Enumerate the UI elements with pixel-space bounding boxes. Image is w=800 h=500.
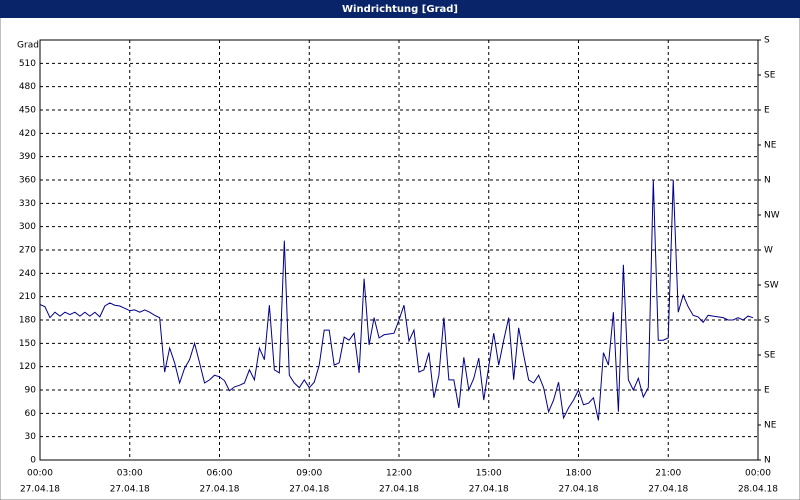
y-tick-label: 480 — [19, 82, 36, 92]
x-tick-label: 15:00 — [476, 469, 502, 479]
y-tick-label: 0 — [30, 456, 36, 466]
x-tick-label: 06:00 — [207, 469, 233, 479]
y2-tick-label: NW — [764, 211, 780, 221]
y-tick-label: 120 — [19, 362, 36, 372]
x-tick-date: 27.04.18 — [558, 485, 598, 495]
y-tick-label: 330 — [19, 199, 36, 209]
y2-tick-label: E — [764, 386, 770, 396]
y-tick-label: 180 — [19, 316, 36, 326]
x-tick-date: 27.04.18 — [289, 485, 329, 495]
y-tick-label: 510 — [19, 59, 36, 69]
y2-tick-label: NE — [764, 421, 777, 431]
x-tick-label: 00:00 — [745, 469, 771, 479]
x-tick-date: 28.04.18 — [738, 485, 778, 495]
x-tick-date: 27.04.18 — [379, 485, 419, 495]
data-line — [39, 179, 754, 421]
x-tick-label: 09:00 — [296, 469, 322, 479]
y-axis-label: Grad — [17, 41, 39, 51]
x-tick-label: 00:00 — [27, 469, 53, 479]
y2-tick-label: SE — [764, 351, 776, 361]
y-tick-label: 90 — [25, 386, 37, 396]
x-tick-label: 03:00 — [117, 469, 143, 479]
x-tick-date: 27.04.18 — [648, 485, 688, 495]
x-tick-label: 21:00 — [655, 469, 681, 479]
x-tick-date: 27.04.18 — [20, 485, 60, 495]
y2-tick-label: N — [764, 456, 771, 466]
y2-tick-label: SE — [764, 71, 776, 81]
title-bar — [0, 0, 800, 18]
y2-tick-label: S — [764, 316, 770, 326]
y2-tick-label: NE — [764, 141, 777, 151]
y-tick-label: 150 — [19, 339, 36, 349]
y-tick-label: 450 — [19, 106, 36, 116]
x-tick-date: 27.04.18 — [199, 485, 239, 495]
y-tick-label: 210 — [19, 292, 36, 302]
y2-tick-label: S — [764, 36, 770, 46]
x-tick-label: 12:00 — [386, 469, 412, 479]
y-tick-label: 30 — [25, 432, 37, 442]
chart-title: Windrichtung [Grad] — [342, 4, 458, 15]
y-tick-label: 60 — [25, 409, 37, 419]
y2-tick-label: W — [764, 246, 773, 256]
x-tick-label: 18:00 — [566, 469, 592, 479]
y2-tick-label: N — [764, 176, 771, 186]
y-tick-label: 360 — [19, 176, 36, 186]
y2-tick-label: E — [764, 106, 770, 116]
y-tick-label: 270 — [19, 246, 36, 256]
x-tick-date: 27.04.18 — [110, 485, 150, 495]
y-tick-label: 420 — [19, 129, 36, 139]
y-tick-label: 300 — [19, 222, 36, 232]
y-tick-label: 390 — [19, 152, 36, 162]
y2-tick-label: SW — [764, 281, 779, 291]
x-tick-date: 27.04.18 — [469, 485, 509, 495]
y-tick-label: 240 — [19, 269, 36, 279]
